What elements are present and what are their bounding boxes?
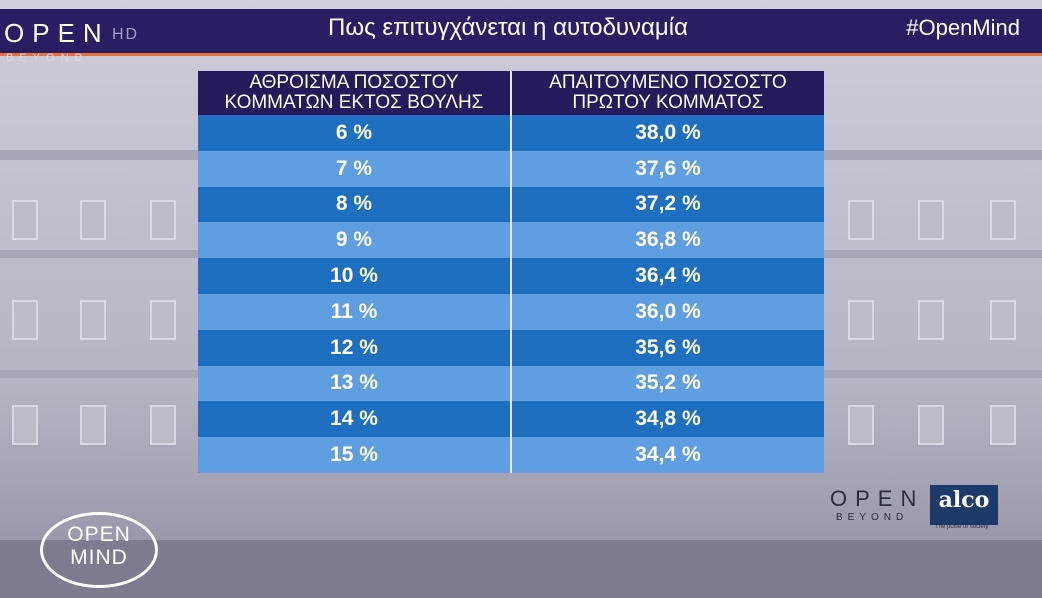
beyond-label: BEYOND bbox=[6, 52, 89, 64]
required-percentage-cell: 34,8 % bbox=[510, 401, 824, 438]
alco-logo-text: alco bbox=[938, 487, 990, 513]
required-percentage-cell: 36,4 % bbox=[510, 258, 824, 294]
outside-parties-cell: 15 % bbox=[198, 437, 512, 473]
table-row: 6 % 38,0 % bbox=[198, 115, 824, 151]
header-accent-line bbox=[0, 53, 1042, 56]
required-percentage-cell: 36,8 % bbox=[510, 222, 824, 259]
column-header-outside-parties: ΑΘΡΟΙΣΜΑ ΠΟΣΟΣΤΟΥ ΚΟΜΜΑΤΩΝ ΕΚΤΟΣ ΒΟΥΛΗΣ bbox=[198, 71, 512, 115]
required-percentage-cell: 35,2 % bbox=[510, 365, 824, 402]
column-header-required-first-party: ΑΠΑΙΤΟΥΜΕΝΟ ΠΟΣΟΣΤΟ ΠΡΩΤΟΥ ΚΟΜΜΑΤΟΣ bbox=[510, 71, 824, 115]
required-percentage-cell: 35,6 % bbox=[510, 329, 824, 366]
outside-parties-cell: 12 % bbox=[198, 329, 512, 366]
outside-parties-cell: 11 % bbox=[198, 293, 512, 330]
open-mind-line1: OPEN bbox=[67, 523, 131, 546]
outside-parties-cell: 6 % bbox=[198, 115, 512, 151]
hashtag: #OpenMind bbox=[906, 15, 1020, 40]
hd-label: HD bbox=[112, 26, 140, 43]
page-title: Πως επιτυγχάνεται η αυτοδυναμία bbox=[328, 14, 688, 41]
table-row: 13 % 35,2 % bbox=[198, 365, 824, 402]
outside-parties-cell: 9 % bbox=[198, 222, 512, 259]
alco-tagline: The pulse of society bbox=[935, 524, 989, 530]
table-row: 10 % 36,4 % bbox=[198, 258, 824, 294]
required-percentage-cell: 36,0 % bbox=[510, 293, 824, 330]
outside-parties-cell: 10 % bbox=[198, 258, 512, 294]
alco-logo: alco bbox=[930, 485, 998, 525]
table-row: 11 % 36,0 % bbox=[198, 293, 824, 330]
outside-parties-cell: 14 % bbox=[198, 401, 512, 438]
results-table: ΑΘΡΟΙΣΜΑ ΠΟΣΟΣΤΟΥ ΚΟΜΜΑΤΩΝ ΕΚΤΟΣ ΒΟΥΛΗΣ … bbox=[198, 71, 824, 473]
table-row: 12 % 35,6 % bbox=[198, 329, 824, 366]
outside-parties-cell: 7 % bbox=[198, 150, 512, 187]
open-beyond-logo: OPEN BEYOND bbox=[830, 486, 924, 523]
header-bar bbox=[0, 9, 1042, 53]
table-row: 15 % 34,4 % bbox=[198, 437, 824, 473]
table-row: 14 % 34,8 % bbox=[198, 401, 824, 438]
open-mind-logo: OPEN MIND bbox=[40, 512, 158, 588]
required-percentage-cell: 37,2 % bbox=[510, 186, 824, 223]
outside-parties-cell: 8 % bbox=[198, 186, 512, 223]
open-mind-line2: MIND bbox=[70, 546, 128, 569]
beyond-logo-text: BEYOND bbox=[836, 512, 909, 523]
table-header-row: ΑΘΡΟΙΣΜΑ ΠΟΣΟΣΤΟΥ ΚΟΜΜΑΤΩΝ ΕΚΤΟΣ ΒΟΥΛΗΣ … bbox=[198, 71, 824, 115]
required-percentage-cell: 37,6 % bbox=[510, 150, 824, 187]
required-percentage-cell: 34,4 % bbox=[510, 437, 824, 473]
outside-parties-cell: 13 % bbox=[198, 365, 512, 402]
table-row: 8 % 37,2 % bbox=[198, 186, 824, 223]
table-row: 9 % 36,8 % bbox=[198, 222, 824, 259]
required-percentage-cell: 38,0 % bbox=[510, 115, 824, 151]
open-logo: OPEN bbox=[4, 18, 110, 48]
table-row: 7 % 37,6 % bbox=[198, 150, 824, 187]
open-logo-text: OPEN bbox=[830, 486, 925, 511]
